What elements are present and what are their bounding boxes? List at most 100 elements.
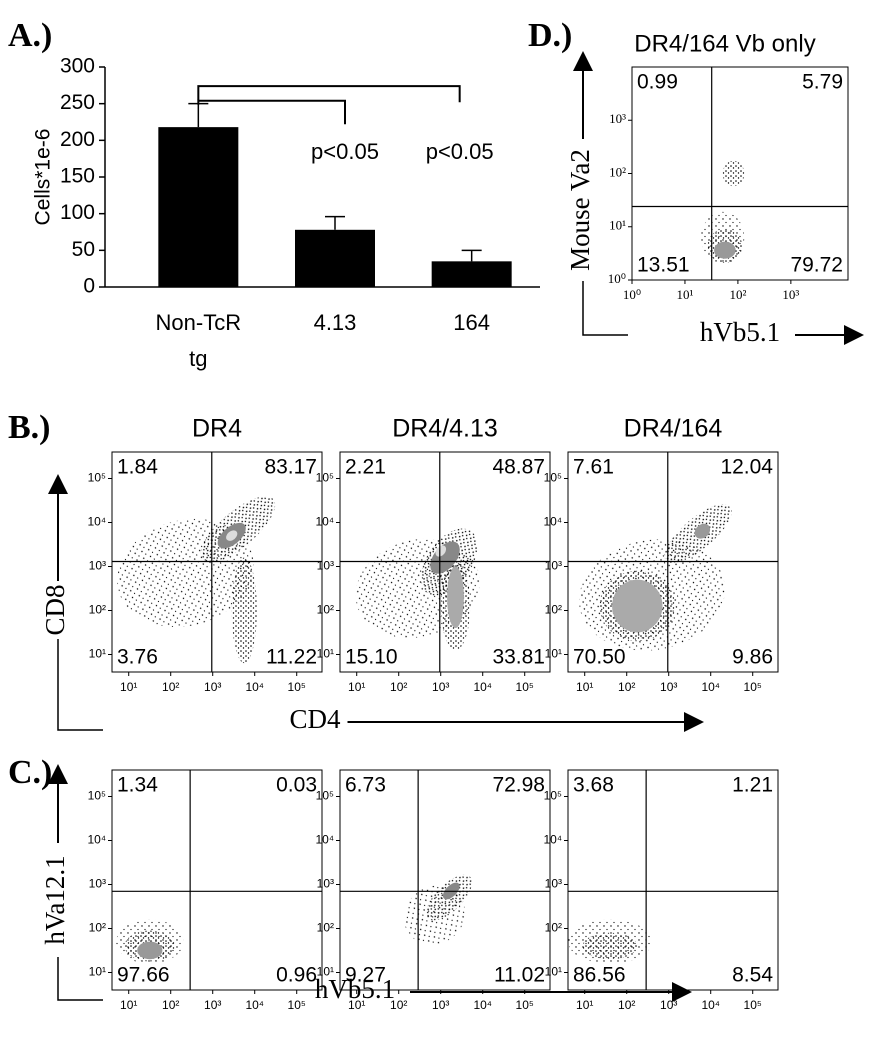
density-cloud bbox=[231, 557, 257, 664]
x-tick-label: 10¹ bbox=[120, 998, 137, 1012]
quadrant-value: 1.84 bbox=[117, 456, 158, 479]
bar bbox=[158, 127, 239, 287]
y-tick-label: 10⁵ bbox=[316, 471, 334, 485]
x-tick-label: 10² bbox=[390, 680, 407, 694]
quadrant-value: 83.17 bbox=[264, 456, 317, 479]
sig-bracket bbox=[197, 85, 461, 103]
y-tick-label: 10² bbox=[89, 603, 106, 617]
y-tick-label: 10² bbox=[317, 921, 334, 935]
y-tick-label: 250 bbox=[60, 91, 95, 114]
x-tick-label: 10³ bbox=[660, 998, 677, 1012]
x-tick-label: 10⁵ bbox=[288, 998, 306, 1012]
axis-corner bbox=[57, 957, 103, 1001]
axis-corner bbox=[57, 639, 103, 731]
quadrant-value: 33.81 bbox=[492, 646, 545, 669]
plot-frame bbox=[111, 769, 323, 991]
y-tick-label: 10⁵ bbox=[88, 789, 106, 803]
y-tick-label: 10² bbox=[89, 921, 106, 935]
y-tick-label: 10¹ bbox=[609, 218, 626, 233]
y-tick-label: 10¹ bbox=[545, 965, 562, 979]
x-tick-label: 10¹ bbox=[348, 680, 365, 694]
quadrant-value: 97.66 bbox=[117, 964, 170, 987]
error-bar bbox=[325, 215, 345, 230]
quadrant-value: 12.04 bbox=[720, 456, 773, 479]
quadrant-value: 11.22 bbox=[266, 646, 317, 669]
y-tick-label: 10¹ bbox=[317, 647, 334, 661]
x-tick-label: 10² bbox=[162, 998, 179, 1012]
annotation: p<0.05 bbox=[311, 139, 379, 164]
y-tick-label: 50 bbox=[72, 238, 95, 261]
quadrant-value: 15.10 bbox=[345, 646, 398, 669]
y-tick-label: 10⁴ bbox=[543, 515, 562, 529]
x-tick-label: 10³ bbox=[660, 680, 677, 694]
y-axis-label: Mouse Va2 bbox=[565, 149, 595, 271]
y-tick-label: 10⁴ bbox=[315, 833, 334, 847]
y-tick-label: 10⁴ bbox=[315, 515, 334, 529]
panel-label: A.) bbox=[8, 17, 52, 54]
x-tick-label: 10¹ bbox=[120, 680, 137, 694]
x-tick-label: 10⁵ bbox=[744, 998, 762, 1012]
x-tick-label: 10¹ bbox=[676, 287, 693, 302]
y-tick-label: 300 bbox=[60, 55, 95, 78]
y-tick-label: 10² bbox=[545, 603, 562, 617]
plot-frame bbox=[339, 769, 551, 991]
x-tick-label: 10⁴ bbox=[701, 680, 720, 694]
x-tick-label: 10⁵ bbox=[516, 998, 534, 1012]
bar bbox=[431, 261, 512, 287]
x-tick-label: 10⁵ bbox=[516, 680, 534, 694]
x-tick-label: 10³ bbox=[204, 998, 221, 1012]
y-tick-label: 0 bbox=[83, 275, 95, 298]
panel-label: D.) bbox=[528, 17, 572, 54]
y-axis-label: Cells*1e-6 bbox=[32, 129, 55, 226]
density-cloud bbox=[137, 941, 163, 960]
panel-label: C.) bbox=[8, 754, 52, 791]
density-cloud bbox=[226, 530, 238, 541]
x-tick-label: 10⁴ bbox=[473, 680, 492, 694]
y-tick-label: 10² bbox=[545, 921, 562, 935]
x-tick-label: Non-TcR tg bbox=[155, 310, 242, 371]
quadrant-value: 7.61 bbox=[573, 456, 614, 479]
x-axis-label: hVb5.1 bbox=[700, 317, 780, 347]
error-bar bbox=[461, 249, 482, 262]
x-tick-label: 10² bbox=[618, 998, 635, 1012]
density-cloud bbox=[714, 241, 736, 259]
y-tick-label: 10⁵ bbox=[316, 789, 334, 803]
x-tick-label: 10⁵ bbox=[744, 680, 762, 694]
quadrant-value: 72.98 bbox=[492, 774, 545, 797]
x-tick-label: 10⁰ bbox=[623, 287, 641, 302]
y-tick-label: 10³ bbox=[89, 877, 106, 891]
x-tick-label: 10³ bbox=[432, 998, 449, 1012]
panel-title: DR4/164 bbox=[624, 415, 723, 443]
panel-label: B.) bbox=[8, 409, 51, 446]
y-tick-label: 10⁵ bbox=[88, 471, 106, 485]
density-cloud bbox=[612, 579, 663, 633]
x-tick-label: 10¹ bbox=[348, 998, 365, 1012]
quadrant-value: 9.86 bbox=[732, 646, 773, 669]
quadrant-value: 1.34 bbox=[117, 774, 158, 797]
density-cloud bbox=[722, 160, 745, 187]
quadrant-value: 11.02 bbox=[494, 964, 545, 987]
x-tick-label: 10² bbox=[162, 680, 179, 694]
x-tick-label: 10⁴ bbox=[245, 680, 264, 694]
y-tick-label: 10⁴ bbox=[87, 515, 106, 529]
quadrant-value: 3.76 bbox=[117, 646, 158, 669]
y-tick-label: 200 bbox=[60, 128, 95, 151]
quadrant-value: 79.72 bbox=[790, 254, 843, 277]
y-tick-label: 10⁰ bbox=[608, 271, 626, 286]
x-tick-label: 10⁴ bbox=[473, 998, 492, 1012]
x-tick-label: 10² bbox=[618, 680, 635, 694]
annotation: p<0.05 bbox=[426, 139, 494, 164]
quadrant-value: 0.03 bbox=[276, 774, 317, 797]
y-tick-label: 10³ bbox=[317, 559, 334, 573]
quadrant-value: 48.87 bbox=[492, 456, 545, 479]
x-tick-label: 10³ bbox=[204, 680, 221, 694]
panel-title: DR4 bbox=[192, 415, 242, 443]
panel-title: DR4/164 Vb only bbox=[634, 30, 815, 57]
y-tick-label: 10³ bbox=[317, 877, 334, 891]
bar bbox=[295, 229, 375, 287]
x-tick-label: 10¹ bbox=[576, 998, 593, 1012]
y-tick-label: 10³ bbox=[609, 111, 626, 126]
axis-corner bbox=[582, 281, 628, 336]
